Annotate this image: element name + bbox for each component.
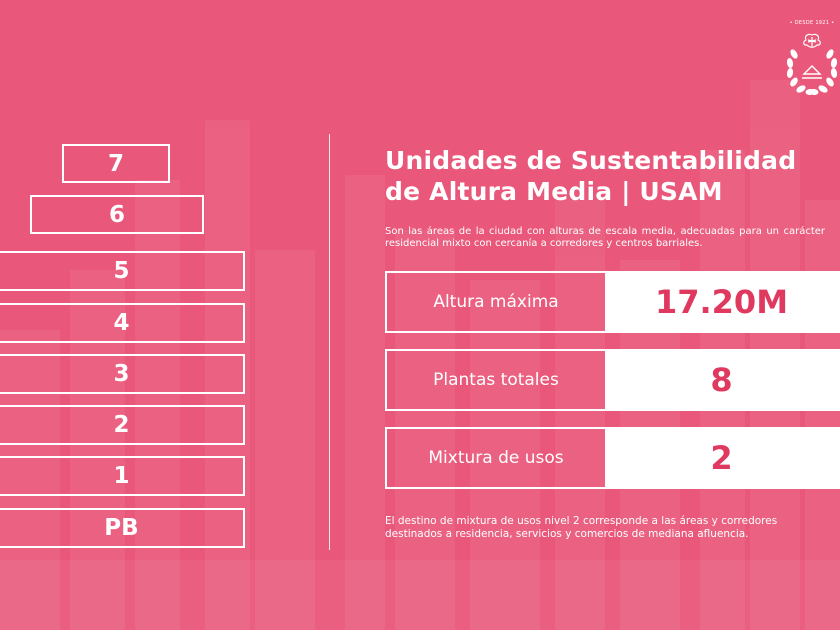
metric-row-height: Altura máxima 17.20M (385, 271, 840, 333)
vertical-divider (329, 134, 330, 550)
metric-label: Altura máxima (433, 292, 559, 312)
floor-2: 2 (0, 405, 245, 445)
logo-text: • DESDE 1921 • (789, 20, 835, 26)
floor-pb: PB (0, 508, 245, 548)
description: Son las áreas de la ciudad con alturas d… (385, 226, 825, 249)
page-title: Unidades de Sustentabilidad de Altura Me… (385, 145, 837, 207)
metric-value: 2 (605, 429, 838, 487)
metric-label: Mixtura de usos (428, 448, 564, 468)
title-line-1: Unidades de Sustentabilidad (385, 146, 797, 175)
laurel-emblem-icon (786, 33, 838, 96)
metric-value: 8 (605, 351, 838, 409)
title-line-2: de Altura Media | USAM (385, 177, 723, 206)
floor-1: 1 (0, 456, 245, 496)
floor-6: 6 (30, 195, 204, 234)
floor-3: 3 (0, 354, 245, 394)
metric-label: Plantas totales (433, 370, 559, 390)
metric-value: 17.20M (605, 273, 838, 331)
metric-row-floors: Plantas totales 8 (385, 349, 840, 411)
metric-row-mix: Mixtura de usos 2 (385, 427, 840, 489)
floor-5: 5 (0, 251, 245, 291)
footnote: El destino de mixtura de usos nivel 2 co… (385, 515, 778, 540)
floor-4: 4 (0, 303, 245, 343)
floor-7: 7 (62, 144, 170, 183)
institution-logo: • DESDE 1921 • (784, 20, 840, 102)
